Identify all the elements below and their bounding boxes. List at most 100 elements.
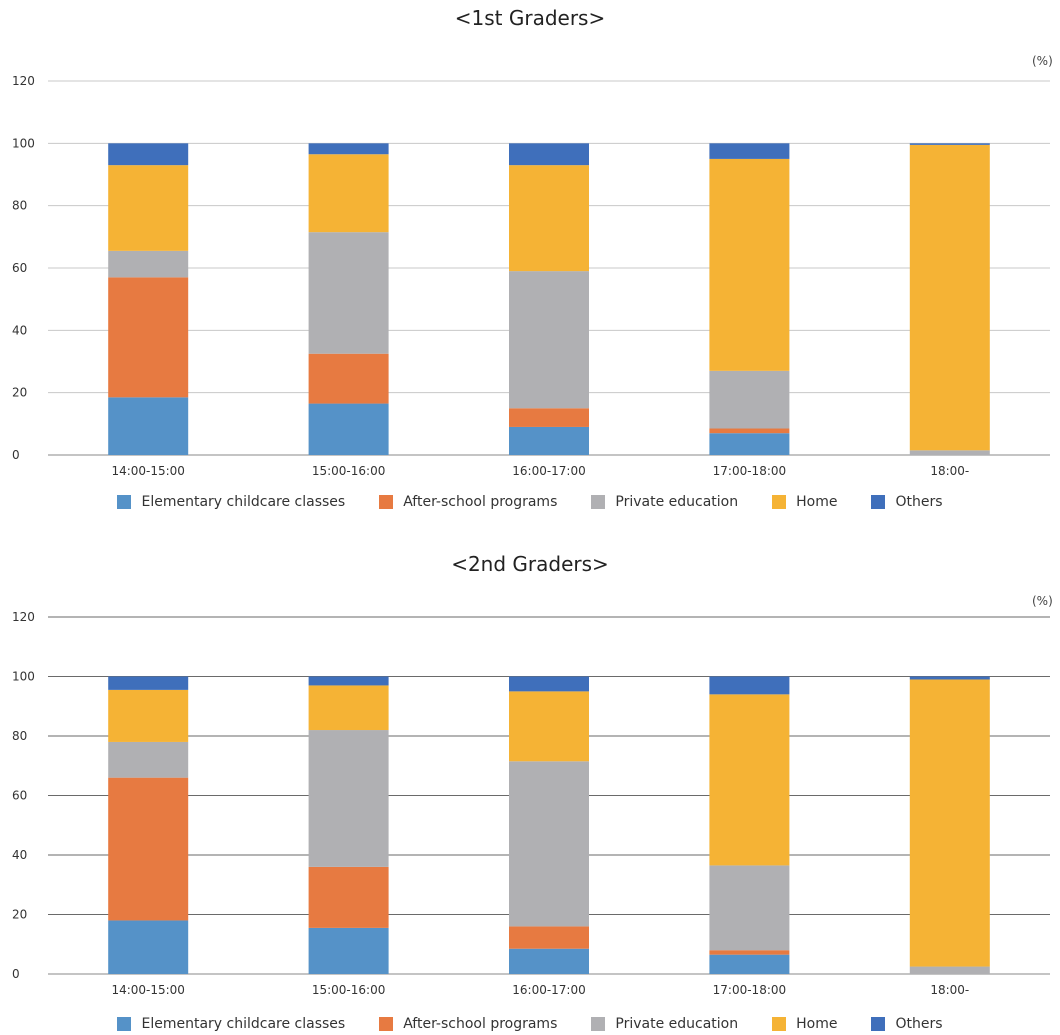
- bar-segment: [108, 676, 189, 690]
- bar-segment: [909, 676, 990, 680]
- bar-segment: [108, 143, 189, 166]
- unit-label: (%): [1032, 594, 1053, 608]
- chart-title: <2nd Graders>: [451, 552, 609, 576]
- y-tick-label: 40: [12, 848, 27, 862]
- y-tick-label: 40: [12, 323, 27, 337]
- y-tick-label: 20: [12, 386, 27, 400]
- y-tick-label: 20: [12, 908, 27, 922]
- legend-label: Private education: [615, 1016, 739, 1032]
- bar-segment: [909, 450, 990, 455]
- bar-segment: [108, 689, 189, 742]
- bar-segment: [308, 927, 389, 974]
- legend-item: After-school programs: [379, 1016, 557, 1032]
- bar-segment: [308, 403, 389, 455]
- legend-label: Elementary childcare classes: [141, 494, 346, 510]
- bar-segment: [909, 966, 990, 974]
- y-tick-label: 0: [12, 448, 20, 462]
- bar-segment: [709, 428, 790, 434]
- bar-segment: [909, 679, 990, 967]
- legend-swatch: [772, 495, 787, 509]
- bar-segment: [709, 954, 790, 974]
- bar-segment: [308, 676, 389, 686]
- legend-label: Elementary childcare classes: [141, 1016, 346, 1032]
- y-tick-label: 80: [12, 199, 27, 213]
- legend-item: Private education: [591, 494, 738, 510]
- legend-label: After-school programs: [403, 494, 558, 510]
- bar-segment: [308, 730, 389, 867]
- legend-swatch: [871, 1017, 886, 1031]
- bar-segment: [308, 154, 389, 233]
- bar-segment: [308, 685, 389, 731]
- bar-segment: [108, 777, 189, 921]
- bar-segment: [509, 143, 589, 166]
- bar-segment: [509, 926, 589, 949]
- legend: Elementary childcare classes After-school…: [0, 1016, 1060, 1032]
- legend-swatch: [117, 495, 132, 509]
- bar-segment: [509, 761, 589, 927]
- legend-item: Elementary childcare classes: [117, 1016, 345, 1032]
- legend-item: Home: [772, 1016, 837, 1032]
- bar-segment: [308, 866, 389, 928]
- legend-swatch: [379, 1017, 394, 1031]
- bar-segment: [108, 397, 189, 455]
- plot-area: 0 20 40 60 80 100 120 14:00-15:00 15:00-16:00 16:…: [12, 74, 1050, 478]
- bar-segment: [709, 433, 790, 455]
- bar-segment: [108, 741, 189, 778]
- legend-swatch: [379, 495, 394, 509]
- y-tick-label: 120: [12, 610, 35, 624]
- x-tick-label: 16:00-17:00: [512, 464, 586, 478]
- chart-title: <1st Graders>: [454, 6, 606, 30]
- x-tick-label: 15:00-16:00: [312, 464, 386, 478]
- legend-item: After-school programs: [379, 494, 557, 510]
- legend-label: Private education: [615, 494, 739, 510]
- bar-segment: [509, 271, 589, 409]
- legend-label: After-school programs: [403, 1016, 558, 1032]
- chart-2nd-graders: <2nd Graders> (%) 0 20 40 60 80 100 120 14:00-1…: [0, 520, 1060, 1035]
- x-tick-label: 18:00-: [930, 464, 969, 478]
- bar-segment: [509, 948, 589, 974]
- legend-item: Others: [871, 494, 943, 510]
- legend: Elementary childcare classes After-school…: [0, 494, 1060, 510]
- y-tick-label: 0: [12, 967, 20, 981]
- bar-segment: [308, 353, 389, 404]
- bar-segment: [509, 408, 589, 427]
- y-tick-label: 80: [12, 729, 27, 743]
- bar-segment: [108, 920, 189, 974]
- x-tick-label: 14:00-15:00: [111, 983, 185, 997]
- legend-swatch: [117, 1017, 132, 1031]
- legend-swatch: [871, 495, 886, 509]
- bar-segment: [308, 232, 389, 354]
- bar-segment: [709, 676, 790, 695]
- legend-swatch: [591, 1017, 606, 1031]
- x-tick-label: 15:00-16:00: [312, 983, 386, 997]
- y-tick-label: 120: [12, 74, 35, 88]
- bar-segment: [509, 426, 589, 455]
- bar-segment: [108, 277, 189, 398]
- legend-label: Home: [796, 1016, 838, 1032]
- legend-item: Elementary childcare classes: [117, 494, 345, 510]
- legend-swatch: [591, 495, 606, 509]
- bar-segment: [509, 676, 589, 692]
- bar-segment: [709, 158, 790, 371]
- bar-segment: [108, 250, 189, 278]
- x-tick-label: 17:00-18:00: [713, 464, 787, 478]
- x-tick-label: 18:00-: [930, 983, 969, 997]
- bar-segment: [709, 370, 790, 429]
- unit-label: (%): [1032, 54, 1053, 68]
- bar-segment: [108, 165, 189, 251]
- bar-segment: [909, 144, 990, 451]
- bar-segment: [909, 143, 990, 145]
- legend-item: Others: [871, 1016, 943, 1032]
- plot-area: 0 20 40 60 80 100 120 14:00-15:00 15:00-16:00 16:…: [12, 610, 1050, 997]
- chart-1st-graders: <1st Graders> (%) 0 20 40 60 80 100 120 14:00-1…: [0, 6, 1060, 510]
- legend-item: Private education: [591, 1016, 738, 1032]
- y-tick-label: 60: [12, 789, 27, 803]
- legend-item: Home: [772, 494, 837, 510]
- bar-segment: [509, 691, 589, 762]
- y-tick-label: 100: [12, 136, 35, 150]
- x-tick-label: 14:00-15:00: [111, 464, 185, 478]
- bar-segment: [709, 694, 790, 866]
- x-tick-label: 17:00-18:00: [713, 983, 787, 997]
- y-tick-label: 60: [12, 261, 27, 275]
- legend-label: Others: [895, 1016, 943, 1032]
